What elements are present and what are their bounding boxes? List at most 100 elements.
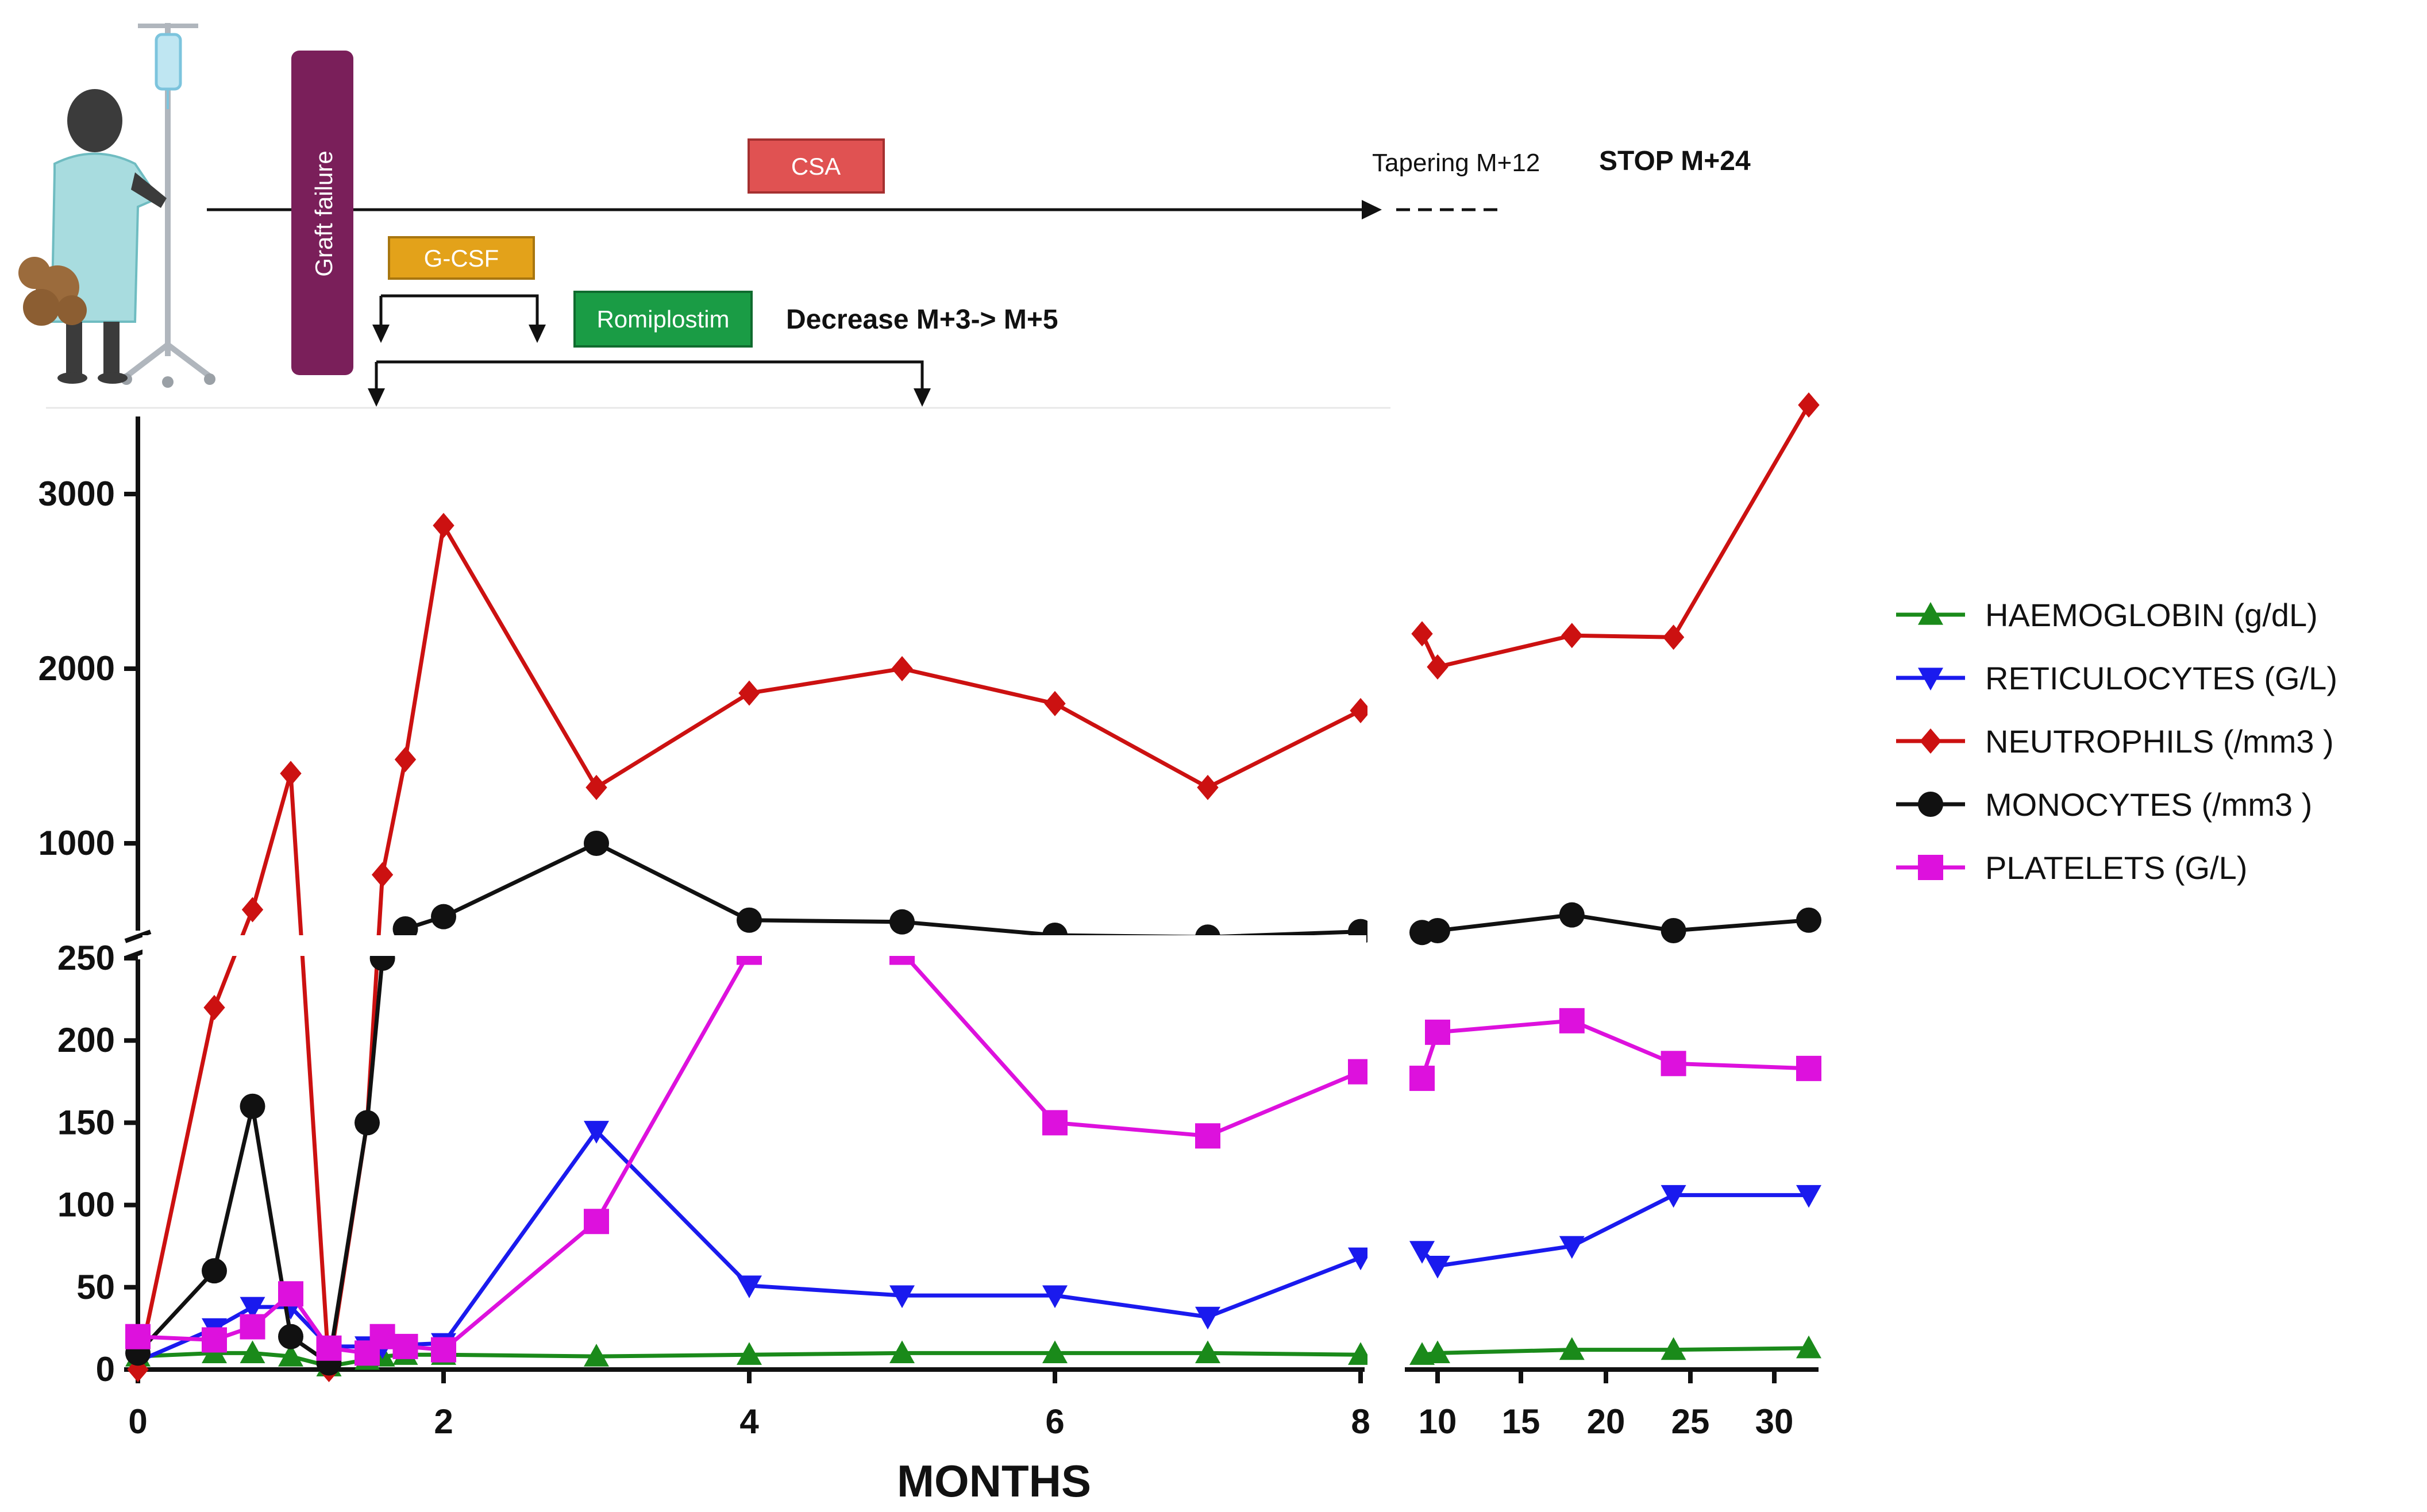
data-point	[240, 1340, 265, 1363]
data-point	[240, 1314, 265, 1340]
data-point	[392, 916, 418, 942]
data-point	[1796, 1185, 1821, 1208]
data-point	[584, 1344, 609, 1367]
data-point	[1425, 1019, 1450, 1045]
series-line	[1420, 404, 1811, 669]
data-point	[240, 1297, 265, 1320]
x-tick-label: 4	[739, 1402, 759, 1441]
y-break-gap	[142, 935, 1366, 956]
legend-entry: RETICULOCYTES (G/L)	[1985, 660, 2337, 696]
data-point	[371, 862, 394, 888]
data-point	[316, 1335, 342, 1361]
romiplostim-label: Romiplostim	[596, 306, 729, 333]
data-point	[1042, 1110, 1068, 1136]
data-point	[1661, 1337, 1686, 1360]
data-point	[1559, 1236, 1585, 1259]
decrease-label: Decrease M+3-> M+5	[786, 304, 1058, 335]
treatment-timeline: Graft failure CSA Tapering M+12 STOP M+2…	[18, 23, 1751, 409]
data-point	[889, 1340, 915, 1363]
data-point	[584, 1209, 609, 1235]
plot-area	[125, 392, 1821, 1382]
data-point	[1662, 624, 1685, 650]
data-point	[203, 994, 225, 1020]
data-point	[1425, 1340, 1450, 1363]
series-5	[125, 939, 1821, 1366]
series-line	[1421, 913, 1809, 935]
data-point	[1042, 1340, 1068, 1363]
y-tick-label: 50	[76, 1268, 115, 1306]
data-point	[278, 1281, 303, 1307]
data-point	[1195, 1123, 1220, 1149]
data-point	[889, 909, 915, 935]
data-point	[1559, 1008, 1585, 1033]
data-point	[125, 1324, 151, 1349]
data-point	[1409, 1241, 1435, 1264]
y-tick-label: 100	[57, 1186, 115, 1224]
data-point	[369, 1324, 395, 1349]
data-point	[585, 774, 607, 800]
data-point	[1044, 691, 1066, 716]
legend-marker	[1918, 668, 1943, 691]
data-point	[1195, 1340, 1220, 1363]
stop-label: STOP M+24	[1599, 146, 1751, 176]
data-point	[1559, 902, 1585, 928]
data-point	[355, 1110, 380, 1136]
y-tick-label: 3000	[38, 475, 115, 513]
y-tick-label: 150	[57, 1103, 115, 1141]
data-point	[280, 761, 302, 786]
x-tick-label: 0	[128, 1402, 147, 1441]
data-point	[1411, 621, 1433, 647]
data-point	[1348, 1247, 1373, 1271]
data-point	[240, 1093, 265, 1119]
data-point	[278, 1324, 303, 1349]
tapering-label: Tapering M+12	[1372, 149, 1540, 177]
data-point	[431, 1337, 456, 1363]
y-tick-label: 200	[57, 1021, 115, 1059]
data-point	[392, 1333, 418, 1359]
data-point	[1427, 654, 1449, 680]
legend-marker	[1920, 728, 1941, 754]
legend-marker	[1918, 792, 1943, 817]
data-point	[737, 1342, 762, 1365]
data-point	[1348, 1342, 1373, 1365]
x-break-gap	[1367, 414, 1402, 1367]
tick-layer: 0 50 100 150 200 250 1000 2000 3000 0 2 4 6 8 10 15 20 25…	[38, 475, 1794, 1441]
data-point	[1796, 1055, 1821, 1081]
legend-marker	[1918, 855, 1943, 880]
x-tick-label: 30	[1755, 1402, 1794, 1441]
data-point	[738, 680, 760, 706]
y-tick-label: 250	[57, 939, 115, 977]
legend-entry: NEUTROPHILS (/mm3 )	[1985, 723, 2334, 759]
series-line	[1420, 1193, 1809, 1268]
graft-failure-label: Graft failure	[310, 151, 337, 276]
series-4	[125, 831, 1821, 1376]
gcsf-label: G-CSF	[424, 245, 499, 272]
y-tick-label: 2000	[38, 649, 115, 688]
romiplostim-box	[573, 291, 753, 348]
legend-marker	[1918, 602, 1943, 625]
data-point	[1195, 1306, 1220, 1330]
y-tick-label: 1000	[38, 824, 115, 862]
data-point	[241, 897, 264, 923]
series-1	[125, 1335, 1821, 1376]
x-tick-label: 15	[1502, 1402, 1540, 1441]
graft-failure-bar	[291, 51, 353, 375]
data-point	[737, 1275, 762, 1298]
data-point	[1425, 918, 1450, 943]
data-point	[394, 747, 417, 773]
data-point	[431, 904, 456, 929]
data-point	[584, 1121, 609, 1144]
x-tick-label: 20	[1587, 1402, 1625, 1441]
x-axis-label: MONTHS	[897, 1456, 1091, 1506]
data-point	[1796, 907, 1821, 933]
series-3	[127, 392, 1820, 1382]
x-tick-label: 25	[1671, 1402, 1710, 1441]
gcsf-box	[388, 236, 535, 280]
data-point	[202, 1258, 227, 1284]
data-point	[1559, 1337, 1585, 1360]
legend-entry: HAEMOGLOBIN (g/dL)	[1985, 597, 2318, 633]
x-tick-label: 8	[1351, 1402, 1370, 1441]
data-point	[891, 656, 913, 681]
y-tick-label: 0	[96, 1350, 115, 1388]
data-point	[1661, 1185, 1686, 1208]
